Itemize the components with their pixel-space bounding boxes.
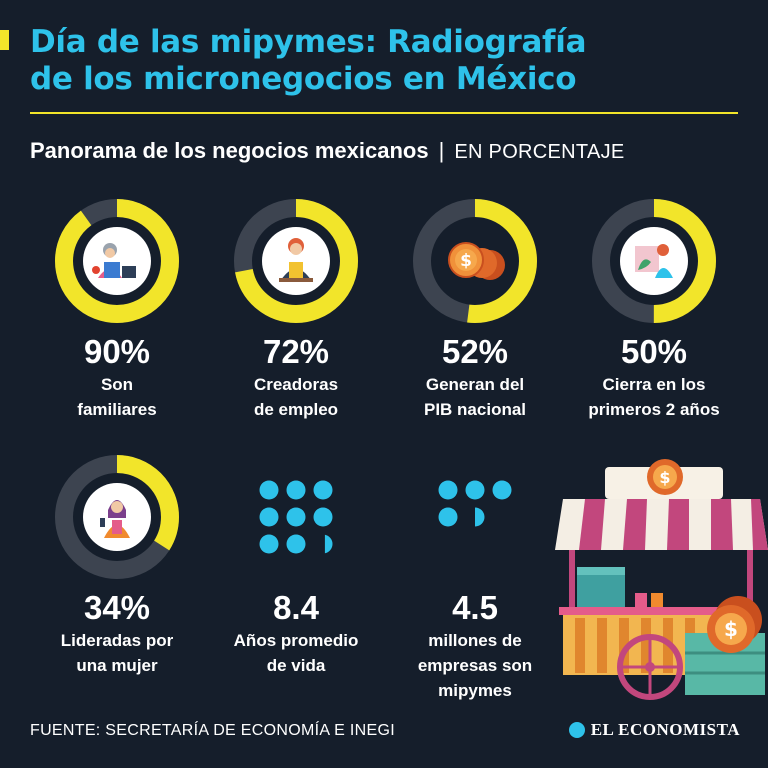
counter-top: [559, 607, 757, 615]
family-business-illustration-icon: [92, 243, 136, 278]
unit-dot: [465, 480, 485, 500]
label-line: Cierra en los: [602, 375, 706, 394]
label-line: de empleo: [253, 400, 339, 419]
label-line: familiares: [77, 400, 157, 419]
donut-chart-empleo: [234, 199, 358, 323]
label-line: Lideradas por: [60, 631, 174, 650]
title-line-1: Día de las mipymes: Radiografía: [30, 24, 587, 60]
label-line: empresas son: [417, 656, 533, 675]
label-line: mipymes: [438, 681, 512, 700]
partial-unit-dot: [324, 534, 333, 554]
stat-pib: $ 52% Generan del PIB nacional: [390, 196, 560, 422]
unit-dot: [492, 480, 512, 500]
unit-dot: [313, 507, 333, 527]
value-familiares: 90%: [83, 333, 151, 370]
label-line: de vida: [266, 656, 326, 675]
svg-text:$: $: [460, 251, 472, 271]
label-mipymes: millones de empresas son mipymes: [390, 628, 560, 703]
title-divider: [30, 112, 738, 114]
donut-arc-mujer: [55, 455, 179, 579]
businesswoman-illustration-icon: [100, 500, 130, 538]
label-line: Generan del: [425, 375, 525, 394]
stat-cierra: 50% Cierra en los primeros 2 años: [569, 196, 739, 422]
icon-backdrop: [83, 227, 151, 295]
donut-arc-empleo: [234, 199, 358, 323]
market-stand-illustration: $ $: [555, 459, 768, 700]
awning-stripes: [579, 499, 768, 550]
coins-illustration-icon: $: [448, 242, 505, 280]
svg-text:$: $: [659, 468, 670, 487]
donut-chart-mujer: [55, 455, 179, 579]
label-line: Años promedio: [233, 631, 359, 650]
label-line: millones de: [428, 631, 522, 650]
title-accent-bar: [0, 30, 9, 50]
label-mujer: Lideradas por una mujer: [32, 628, 202, 678]
unit-label: EN PORCENTAJE: [454, 141, 625, 163]
unit-dot: [259, 534, 279, 554]
stat-empleo: 72% Creadoras de empleo: [211, 196, 381, 422]
dot-grid-anos-vida: [259, 480, 333, 554]
cooler-lid: [577, 567, 625, 575]
brand-logo-icon: [568, 722, 585, 738]
unit-dot: [286, 480, 306, 500]
unit-dot: [438, 480, 458, 500]
icon-backdrop: [262, 227, 330, 295]
svg-text:$: $: [724, 617, 738, 641]
unit-dot: [259, 507, 279, 527]
subtitle-text: Panorama de los negocios mexicanos: [30, 138, 429, 163]
donut-chart-familiares: [55, 199, 179, 323]
unit-dot: [438, 507, 458, 527]
label-pib: Generan del PIB nacional: [390, 372, 560, 422]
worker-illustration-icon: [279, 238, 313, 282]
unit-dot: [286, 507, 306, 527]
value-cierra: 50%: [620, 333, 688, 370]
value-mujer: 34%: [83, 589, 151, 626]
stat-anos-vida: 8.4 Años promedio de vida: [211, 452, 381, 678]
value-anos-vida: 8.4: [273, 589, 319, 626]
donut-chart-cierra: [592, 199, 716, 323]
unit-dot: [259, 480, 279, 500]
dot-grid-mipymes: [438, 480, 512, 527]
shop-closing-illustration-icon: [635, 244, 673, 278]
coin-icon: $: [707, 596, 762, 653]
value-empleo: 72%: [262, 333, 330, 370]
label-line: Creadoras: [253, 375, 339, 394]
value-pib: 52%: [441, 333, 509, 370]
donut-arc-cierra: [592, 199, 716, 323]
label-line: PIB nacional: [423, 400, 527, 419]
chart-subtitle: Panorama de los negocios mexicanos | EN PO…: [30, 138, 625, 164]
donut-arc-pib: [413, 199, 537, 323]
label-cierra: Cierra en los primeros 2 años: [569, 372, 739, 422]
unit-dot: [286, 534, 306, 554]
brand-name: EL ECONOMISTA: [590, 720, 740, 739]
label-anos-vida: Años promedio de vida: [211, 628, 381, 678]
subtitle-separator: |: [438, 138, 445, 163]
stat-familiares: 90% Son familiares: [32, 196, 202, 422]
stat-mipymes: 4.5 millones de empresas son mipymes: [390, 452, 560, 703]
source-note: FUENTE: SECRETARÍA DE ECONOMÍA E INEGI: [30, 722, 395, 739]
brand-logo: EL ECONOMISTA: [568, 720, 740, 740]
label-line: una mujer: [76, 656, 158, 675]
label-line: primeros 2 años: [588, 400, 720, 419]
jar: [651, 593, 663, 607]
stand-pole: [747, 550, 753, 610]
title-line-2: de los micronegocios en México: [30, 61, 577, 97]
donut-chart-pib: $: [413, 199, 537, 323]
unit-dot: [313, 480, 333, 500]
partial-unit-dot: [475, 507, 485, 527]
jar: [635, 593, 647, 607]
label-familiares: Son familiares: [32, 372, 202, 422]
donut-arc-familiares: [55, 199, 179, 323]
stat-mujer: 34% Lideradas por una mujer: [32, 452, 202, 678]
page-title: Día de las mipymes: Radiografía de los m…: [30, 24, 587, 98]
label-empleo: Creadoras de empleo: [211, 372, 381, 422]
label-line: Son: [100, 375, 134, 394]
coin-icon: $: [647, 459, 683, 495]
value-mipymes: 4.5: [452, 589, 498, 626]
